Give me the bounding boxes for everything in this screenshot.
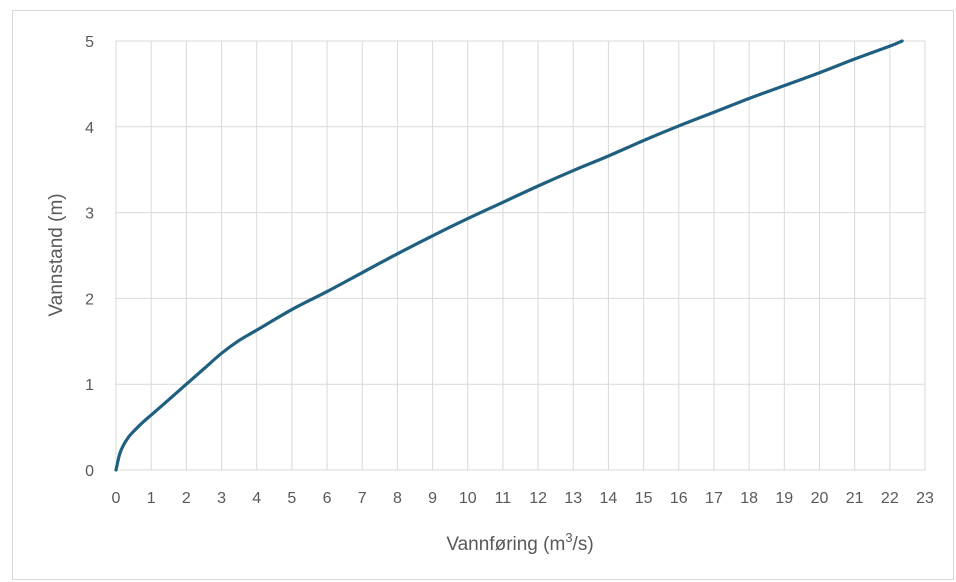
x-tick-label-3: 3 [217,490,226,507]
y-axis-title: Vannstand (m) [46,193,67,316]
series-group [114,39,904,472]
x-tick-label-19: 19 [775,490,793,507]
x-tick-label-12: 12 [529,490,547,507]
x-tick-label-2: 2 [182,490,191,507]
y-tick-label-3: 3 [85,206,94,223]
y-tick-labels: 0 1 2 3 4 5 [85,34,94,480]
series-line-0 [114,39,904,472]
x-tick-label-9: 9 [428,490,437,507]
x-axis-title-superscript: 3 [565,530,572,545]
x-tick-label-5: 5 [287,490,296,507]
x-tick-label-6: 6 [323,490,332,507]
grid [115,40,926,471]
x-tick-label-7: 7 [358,490,367,507]
x-tick-label-10: 10 [459,490,477,507]
y-tick-label-5: 5 [85,34,94,51]
x-tick-label-11: 11 [495,490,512,507]
y-tick-label-4: 4 [85,120,94,137]
x-tick-labels: 0 1 2 3 4 5 6 7 8 9 10 11 12 13 14 15 16 17 18 19 20 21 22 23 [112,490,934,507]
x-tick-label-13: 13 [564,490,582,507]
x-tick-label-14: 14 [600,490,618,507]
x-axis-title-main: Vannføring (m [446,534,565,555]
x-axis-title: Vannføring (m3/s) [446,530,593,555]
x-tick-label-4: 4 [252,490,261,507]
x-tick-label-0: 0 [112,490,121,507]
x-tick-label-17: 17 [705,490,723,507]
x-tick-label-21: 21 [846,490,864,507]
x-tick-label-23: 23 [916,490,934,507]
x-tick-label-15: 15 [635,490,653,507]
x-tick-label-16: 16 [670,490,688,507]
x-tick-label-22: 22 [881,490,899,507]
y-tick-label-0: 0 [85,463,94,480]
y-tick-label-2: 2 [85,291,94,308]
x-axis-title-suffix: /s) [573,534,594,555]
x-tick-label-8: 8 [393,490,402,507]
x-tick-label-1: 1 [147,490,156,507]
x-tick-label-20: 20 [811,490,829,507]
y-tick-label-1: 1 [85,377,94,394]
chart-frame [12,10,954,580]
x-tick-label-18: 18 [740,490,758,507]
